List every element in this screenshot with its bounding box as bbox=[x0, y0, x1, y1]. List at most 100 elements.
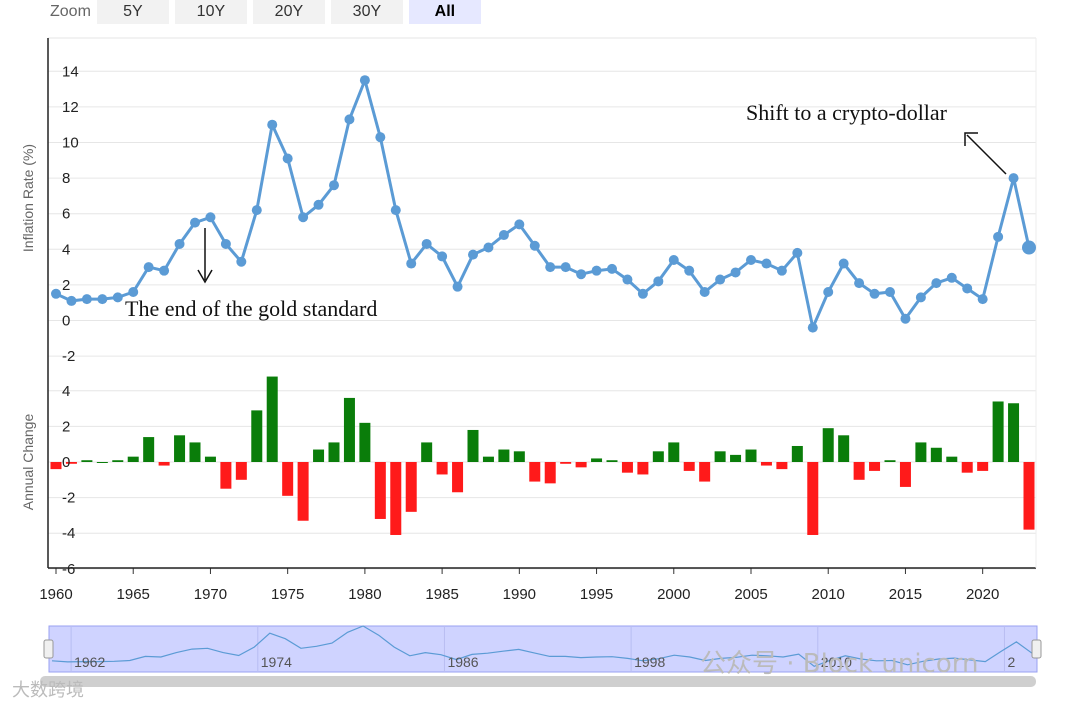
inflation-point bbox=[993, 231, 1004, 242]
inflation-point bbox=[112, 292, 123, 303]
inflation-point bbox=[421, 238, 432, 249]
inflation-point bbox=[962, 283, 973, 294]
annual-change-bar bbox=[65, 462, 77, 464]
annual-change-bar bbox=[544, 462, 556, 484]
zoom-label: Zoom bbox=[50, 3, 91, 20]
annual-change-bar bbox=[730, 454, 742, 462]
annual-change-bar bbox=[591, 458, 603, 462]
x-tick-label: 1975 bbox=[271, 586, 304, 603]
inflation-point bbox=[236, 256, 247, 267]
inflation-point bbox=[900, 313, 911, 324]
inflation-point bbox=[359, 75, 370, 86]
inflation-point bbox=[576, 269, 587, 280]
zoom-20y-button[interactable]: 20Y bbox=[252, 0, 325, 24]
watermark-right: 公众号 · Block unicorn bbox=[700, 649, 978, 679]
inflation-point bbox=[792, 247, 803, 258]
y-tick-label: -4 bbox=[62, 525, 75, 542]
x-tick-label: 2010 bbox=[812, 586, 845, 603]
annual-change-bar bbox=[235, 462, 247, 480]
inflation-axis-title: Inflation Rate (%) bbox=[20, 144, 36, 252]
inflation-point bbox=[545, 262, 556, 273]
gold-arrow-head bbox=[197, 269, 213, 284]
navigator-right-handle[interactable] bbox=[1031, 639, 1042, 659]
zoom-bar: Zoom 5Y 10Y 20Y 30Y All bbox=[0, 0, 487, 24]
crypto-dollar-annotation: Shift to a crypto-dollar bbox=[746, 100, 948, 125]
annual-change-bar bbox=[869, 462, 881, 471]
inflation-point bbox=[653, 276, 664, 287]
annual-change-bar bbox=[606, 460, 618, 462]
y-tick-label: 4 bbox=[62, 241, 70, 258]
inflation-point bbox=[514, 219, 525, 230]
annual-change-bar bbox=[158, 462, 170, 466]
navigator-tick-labels: 1962 1974 1986 1998 2010 2 bbox=[74, 654, 1015, 670]
annual-change-bar bbox=[328, 442, 340, 462]
inflation-line-series bbox=[51, 75, 1036, 333]
inflation-point bbox=[390, 205, 401, 216]
inflation-point bbox=[529, 240, 540, 251]
zoom-5y-button[interactable]: 5Y bbox=[96, 0, 169, 24]
inflation-line bbox=[55, 75, 1031, 333]
inflation-point bbox=[560, 262, 571, 273]
x-tick-label: 2005 bbox=[734, 586, 767, 603]
annual-change-bar bbox=[637, 462, 649, 475]
gold-standard-annotation: The end of the gold standard bbox=[125, 296, 377, 321]
inflation-point bbox=[591, 265, 602, 276]
inflation-point bbox=[282, 153, 293, 164]
axes bbox=[47, 38, 1037, 574]
annual-change-bar bbox=[529, 462, 541, 482]
annual-change-bar bbox=[853, 462, 865, 480]
x-tick-label: 1960 bbox=[39, 586, 72, 603]
annual-change-bar bbox=[838, 435, 850, 462]
annual-change-bar bbox=[436, 462, 448, 475]
annual-change-bar bbox=[575, 462, 587, 468]
annual-change-bar bbox=[390, 462, 402, 535]
inflation-point bbox=[267, 119, 278, 130]
annual-change-bars bbox=[50, 376, 1035, 535]
inflation-point bbox=[344, 114, 355, 125]
annual-change-bar bbox=[946, 456, 958, 462]
annual-change-bar bbox=[266, 376, 278, 462]
y-tick-label: 12 bbox=[62, 99, 79, 116]
zoom-all-button[interactable]: All bbox=[408, 0, 481, 24]
annual-change-bar bbox=[961, 462, 973, 473]
annual-change-bar bbox=[189, 442, 201, 462]
annual-change-bar bbox=[745, 449, 757, 462]
zoom-10y-button[interactable]: 10Y bbox=[174, 0, 247, 24]
navigator-scrollbar[interactable] bbox=[40, 676, 1036, 687]
inflation-point bbox=[715, 274, 726, 285]
y-tick-label: 2 bbox=[62, 277, 70, 294]
navigator-tick-label: 1962 bbox=[74, 654, 105, 670]
zoom-30y-button[interactable]: 30Y bbox=[330, 0, 403, 24]
inflation-point bbox=[128, 287, 139, 298]
annual-change-bar bbox=[621, 462, 633, 473]
annual-change-bar bbox=[452, 462, 464, 493]
navigator-left-handle[interactable] bbox=[43, 639, 54, 659]
navigator-window[interactable] bbox=[48, 625, 1038, 673]
annual-change-bar bbox=[714, 451, 726, 462]
annual-change-bar bbox=[899, 462, 911, 487]
annual-change-bar bbox=[930, 447, 942, 462]
annual-change-bar bbox=[884, 460, 896, 462]
watermark-left: 大数跨境 bbox=[12, 680, 84, 701]
y-tick-label: 2 bbox=[62, 418, 70, 435]
annual-change-bar bbox=[359, 422, 371, 462]
inflation-point bbox=[329, 180, 339, 191]
navigator-tick-label: 1974 bbox=[261, 654, 292, 670]
inflation-point bbox=[776, 265, 787, 276]
inflation-point bbox=[1022, 240, 1036, 255]
inflation-point bbox=[746, 254, 756, 265]
annual-change-bar bbox=[992, 401, 1004, 462]
inflation-point bbox=[174, 238, 185, 249]
annual-change-bar bbox=[467, 429, 479, 462]
inflation-point bbox=[838, 258, 849, 269]
inflation-point bbox=[190, 217, 200, 228]
annual-change-bar bbox=[405, 462, 417, 512]
annual-change-bar bbox=[220, 462, 232, 489]
annual-change-axis-title: Annual Change bbox=[20, 414, 36, 511]
inflation-point bbox=[885, 287, 895, 298]
inflation-point bbox=[220, 238, 231, 249]
annual-change-bar bbox=[915, 442, 927, 462]
inflation-point bbox=[483, 242, 494, 253]
crypto-arrow-line bbox=[966, 134, 1007, 175]
